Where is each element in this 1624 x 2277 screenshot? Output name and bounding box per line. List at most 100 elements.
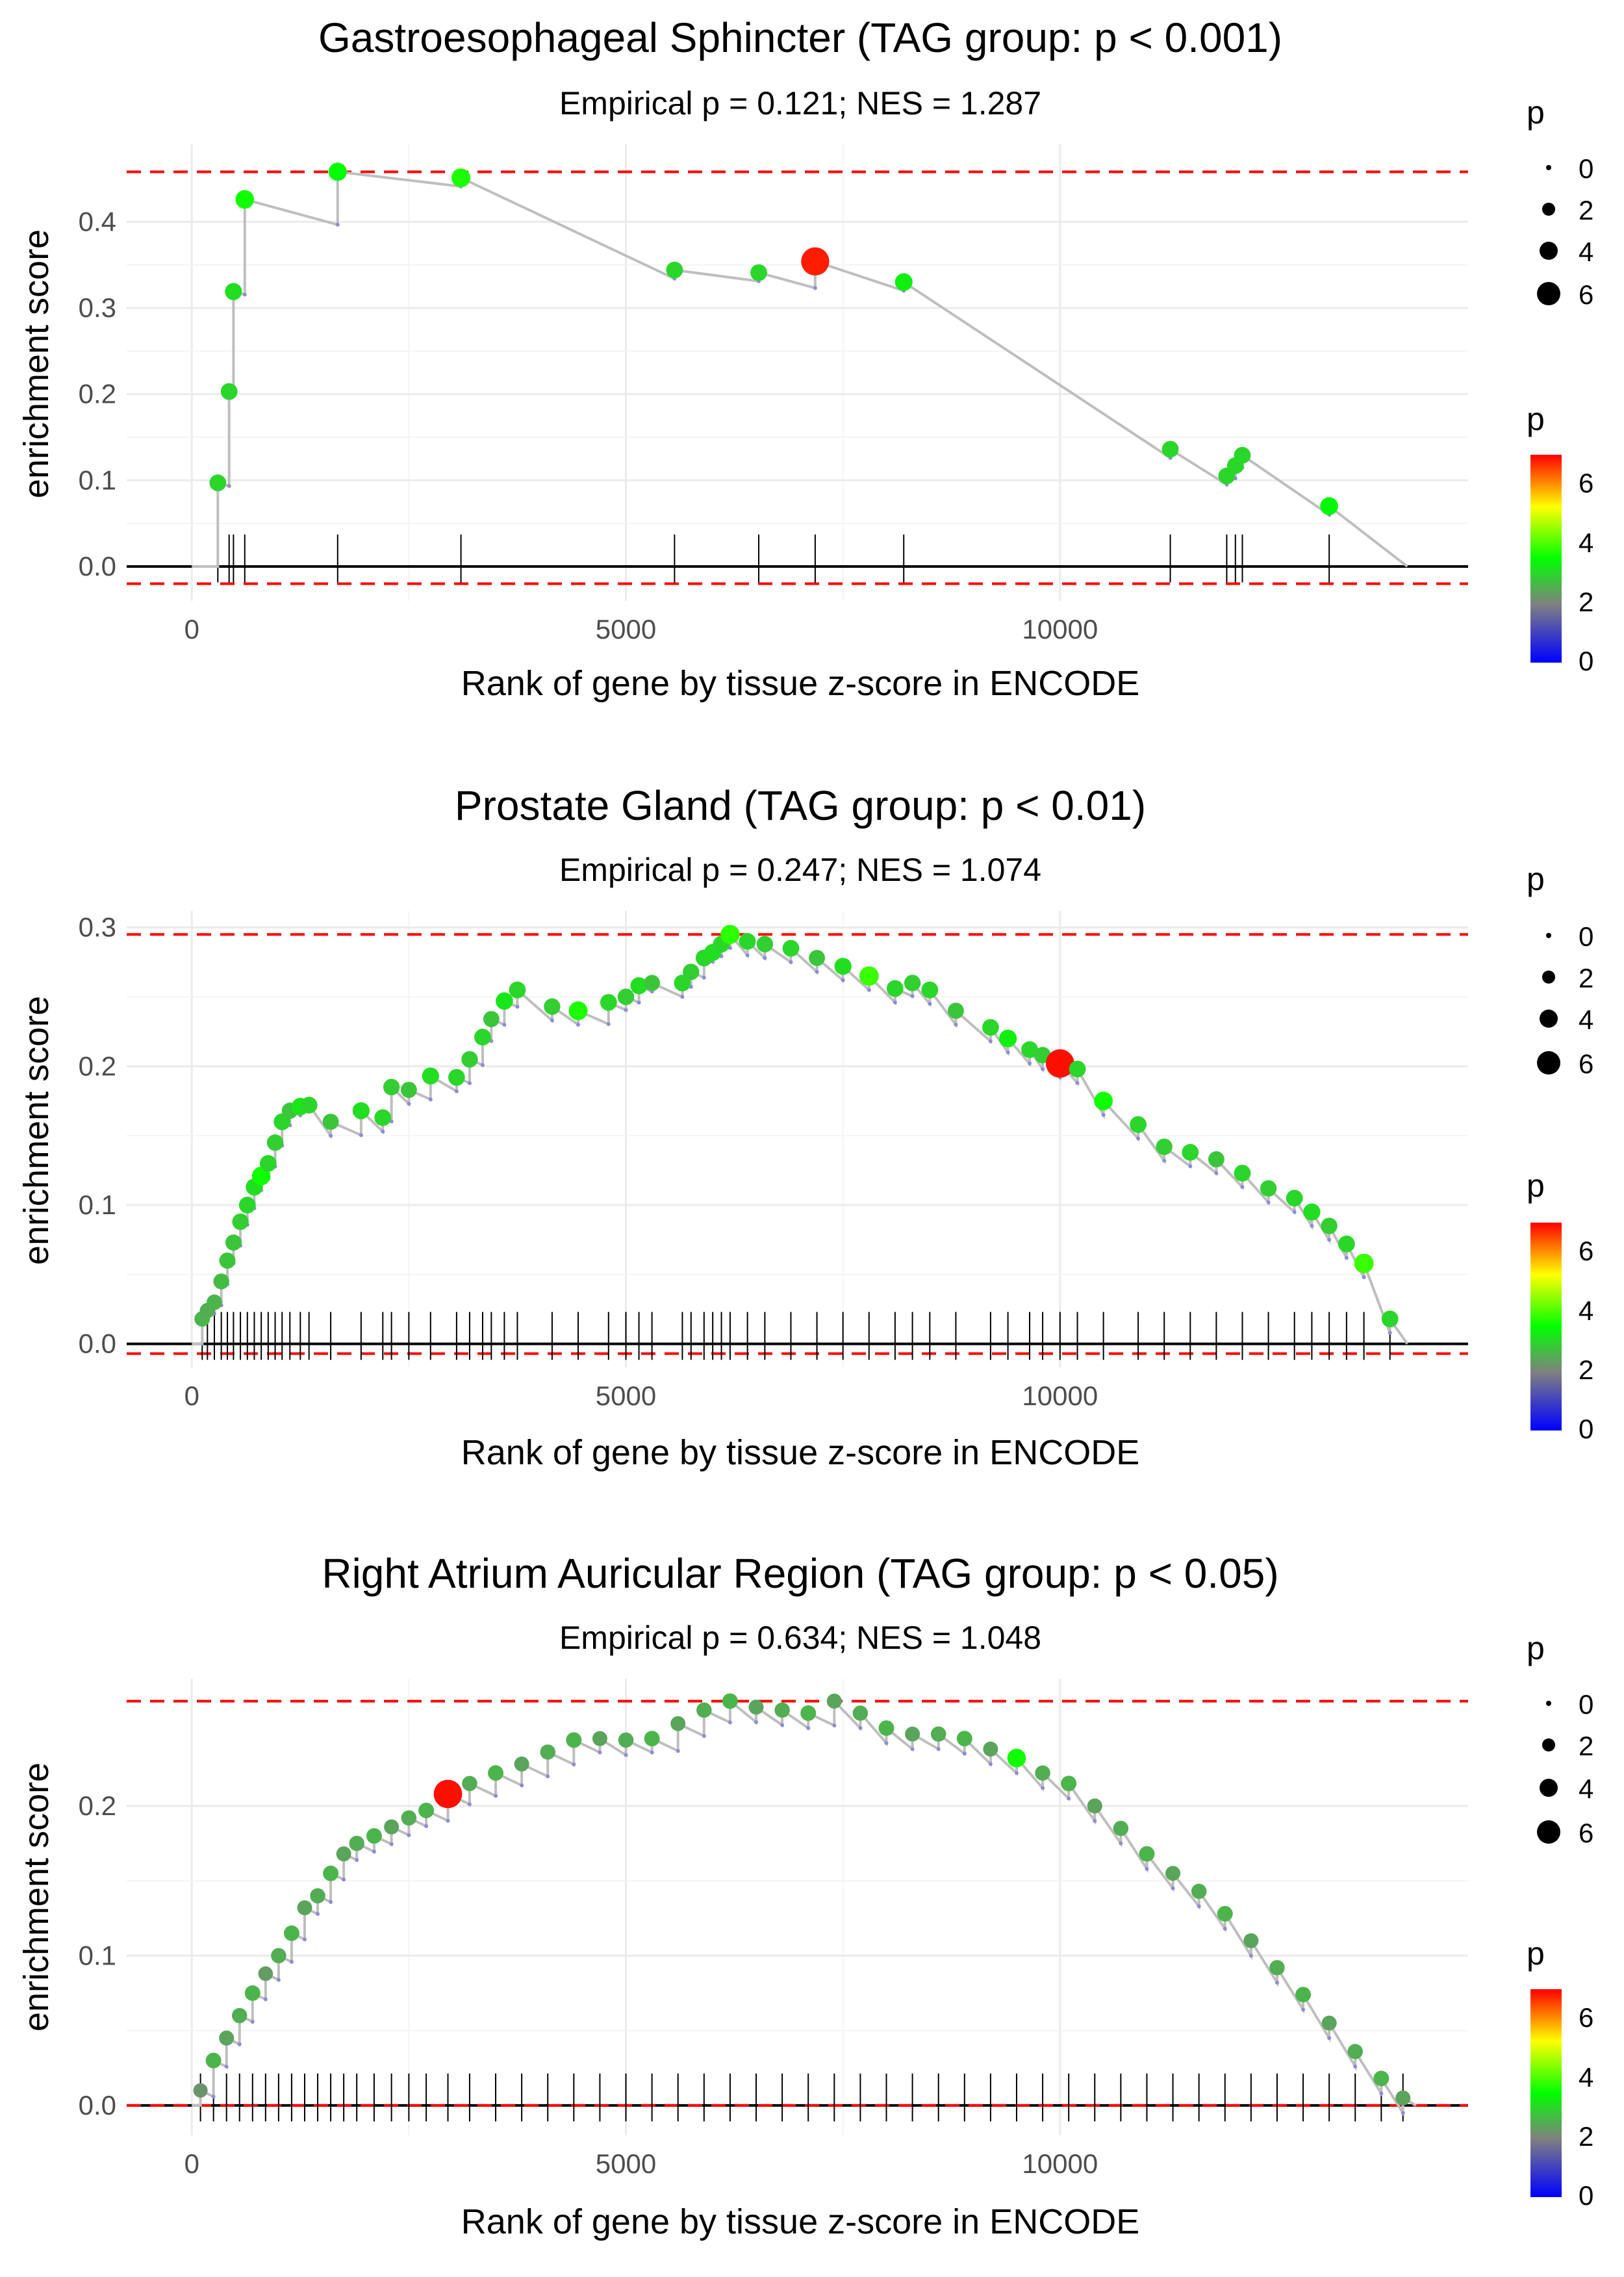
size-key-2	[1542, 971, 1555, 984]
hit-point	[592, 1731, 607, 1746]
x-tick-label: 5000	[596, 614, 656, 644]
hit-minimum-point	[515, 1004, 520, 1009]
hit-point	[921, 981, 939, 999]
hit-point	[1045, 1049, 1074, 1078]
hit-point	[878, 1720, 894, 1736]
hit-point	[1182, 1143, 1199, 1161]
hit-point	[207, 1294, 222, 1310]
hit-minimum-point	[606, 1022, 611, 1026]
size-key-label-0: 0	[1579, 921, 1593, 952]
hit-point	[209, 474, 227, 492]
hit-minimum-point	[1249, 1953, 1253, 1958]
hit-point	[809, 950, 826, 967]
x-tick-label: 10000	[1022, 614, 1098, 644]
hit-point	[1139, 1846, 1155, 1862]
hit-minimum-point	[359, 1133, 363, 1138]
size-legend-title: p	[1527, 861, 1545, 897]
hit-point	[1021, 1041, 1038, 1058]
colorbar-label-0: 0	[1579, 1414, 1593, 1444]
hit-minimum-point	[1067, 1796, 1071, 1801]
x-tick-label: 10000	[1022, 2148, 1098, 2179]
y-axis-label: enrichment score	[17, 1762, 56, 2031]
hit-point	[696, 1702, 712, 1718]
x-axis-label: Rank of gene by tissue z-score in ENCODE	[461, 1433, 1139, 1472]
y-tick-label: 0.3	[79, 292, 116, 323]
hit-point	[644, 974, 661, 991]
hit-minimum-point	[355, 1858, 359, 1863]
hit-minimum-point	[263, 1997, 268, 2002]
hit-minimum-point	[1171, 1886, 1175, 1890]
hit-point	[617, 988, 635, 1006]
hit-point	[238, 1197, 256, 1214]
hit-point	[462, 1775, 477, 1792]
hit-point	[956, 1731, 972, 1747]
hit-minimum-point	[1401, 2111, 1405, 2115]
hit-minimum-point	[428, 1097, 433, 1102]
x-tick-label: 0	[184, 1380, 199, 1411]
hit-minimum-point	[224, 2065, 229, 2069]
hit-point	[374, 1109, 392, 1126]
color-legend: p 0 2 4 6	[1527, 1935, 1593, 2211]
y-tick-label: 0.0	[79, 1329, 116, 1359]
size-key-label-6: 6	[1579, 1818, 1593, 1848]
y-axis-label: enrichment score	[17, 229, 56, 498]
hit-point	[232, 2007, 247, 2024]
hit-point	[352, 1102, 370, 1119]
hit-point	[235, 190, 255, 209]
hit-minimum-point	[815, 970, 819, 974]
hit-point	[1321, 1217, 1338, 1234]
hit-point	[422, 1067, 439, 1085]
hit-minimum-point	[1006, 1050, 1010, 1054]
y-tick-label: 0.0	[79, 551, 116, 581]
panel-title: Prostate Gland (TAG group: p < 0.01)	[455, 782, 1146, 829]
hit-point	[859, 966, 879, 986]
hit-minimum-point	[1075, 1080, 1080, 1085]
hit-minimum-point	[637, 1000, 641, 1005]
colorbar-label-2: 2	[1579, 587, 1593, 617]
hit-point	[366, 1828, 382, 1844]
hit-point	[1094, 1091, 1113, 1111]
panel-3: Right Atrium Auricular Region (TAG group…	[17, 1550, 1593, 2241]
hit-point	[1069, 1060, 1086, 1078]
size-key-2	[1542, 1738, 1555, 1751]
hit-point	[1269, 1960, 1285, 1976]
hit-point	[1354, 1253, 1374, 1273]
hit-point	[1113, 1820, 1129, 1837]
colorbar-label-6: 6	[1579, 2002, 1593, 2033]
hit-minimum-point	[467, 1802, 472, 1807]
size-key-4	[1540, 1779, 1558, 1797]
hit-point	[244, 1985, 260, 2002]
size-key-label-2: 2	[1579, 195, 1593, 225]
hit-minimum-point	[936, 1747, 941, 1751]
hit-point	[433, 1779, 463, 1809]
hit-point	[259, 1154, 277, 1172]
hit-point	[400, 1082, 417, 1099]
hit-minimum-point	[1145, 1866, 1149, 1871]
x-tick-label: 10000	[1022, 1380, 1098, 1411]
hit-minimum-point	[342, 1877, 346, 1882]
hit-minimum-point	[676, 1749, 680, 1753]
hit-point	[886, 980, 904, 997]
hit-point	[1007, 1748, 1026, 1768]
es-running-sum-line	[192, 930, 1409, 1345]
hit-minimum-point	[988, 1039, 993, 1043]
hit-minimum-point	[211, 2094, 216, 2099]
size-key-label-2: 2	[1579, 1731, 1593, 1761]
hit-minimum-point	[1041, 1067, 1045, 1071]
hit-point	[904, 974, 921, 991]
panel-title: Right Atrium Auricular Region (TAG group…	[322, 1550, 1278, 1597]
x-tick-label: 0	[184, 614, 199, 644]
hit-point	[418, 1802, 435, 1818]
x-axis-label: Rank of gene by tissue z-score in ENCODE	[461, 664, 1139, 703]
hit-point	[540, 1744, 555, 1760]
hit-point	[756, 935, 774, 952]
hit-minimum-point	[1275, 1980, 1279, 1985]
hit-minimum-point	[1014, 1771, 1019, 1775]
hit-minimum-point	[754, 1720, 759, 1724]
hit-point	[283, 1925, 299, 1941]
hit-point	[488, 1765, 504, 1781]
y-tick-label: 0.3	[79, 912, 116, 943]
hit-point	[666, 261, 683, 279]
hit-minimum-point	[962, 1751, 967, 1756]
